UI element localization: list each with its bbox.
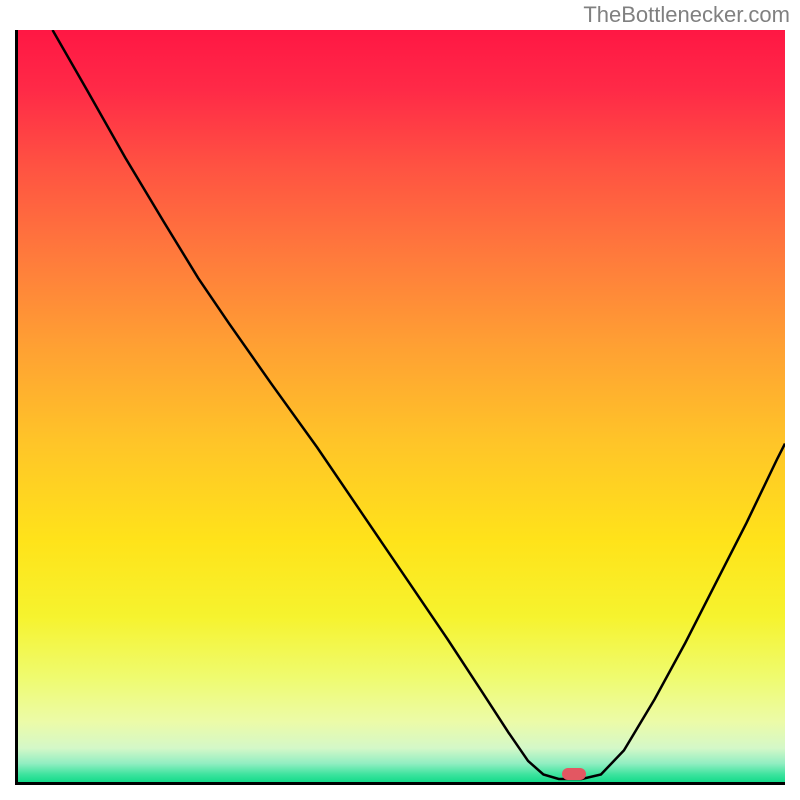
watermark-text: TheBottlenecker.com <box>583 2 790 28</box>
chart-plot-area <box>18 30 785 782</box>
bottleneck-curve <box>53 30 785 779</box>
optimal-point-marker <box>562 768 586 780</box>
curve-svg <box>18 30 785 782</box>
chart-axes-frame <box>15 30 785 785</box>
